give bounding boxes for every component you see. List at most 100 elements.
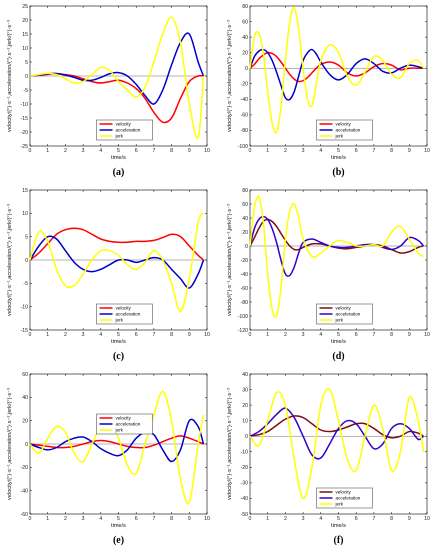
chart-panel-0: 0 1 2 3 4 5 6 7 8 9 10 -25 -20 -15 -10 -5 0 5 10 15 20 25 velo… [7,4,210,178]
legend-box [316,487,373,509]
x-tick-label: 2 [64,332,67,338]
y-tick-label: 15 [22,188,28,194]
x-tick-label: 9 [408,148,411,154]
y-tick-label: 10 [22,46,28,52]
y-tick-label: -15 [21,116,29,122]
x-tick-label: 9 [408,516,411,522]
x-tick-label: 0 [249,332,252,338]
y-tick-label: 20 [242,230,248,236]
x-tick-label: 4 [319,148,322,154]
x-tick-label: 2 [284,332,287,338]
legend-entry-jerk: jerk [115,134,124,139]
series-line-velocity [29,227,204,261]
legend-entry-velocity: velocity [336,122,352,127]
x-tick-label: 4 [99,148,102,154]
y-tick-label: -120 [238,328,248,334]
y-tick-label: -10 [21,304,29,310]
y-tick-label: -40 [21,488,29,494]
legend-entry-jerk: jerk [335,134,344,139]
x-tick-label: 6 [355,332,358,338]
x-tick-label: 3 [302,516,305,522]
series-line-acceleration [249,407,424,460]
x-axis-label: time/s [331,155,346,161]
x-axis-label: time/s [331,339,346,345]
legend-entry-acceleration: acceleration [336,496,361,501]
y-tick-label: 80 [242,188,248,194]
x-tick-label: 6 [135,516,138,522]
y-axis-label: velocity/(°)·s⁻¹,acceleration/(°)·s⁻²,je… [7,204,13,316]
x-tick-label: 5 [117,516,120,522]
y-axis-label: velocity/(°)·s⁻¹,acceleration/(°)·s⁻²,je… [227,20,233,132]
x-tick-label: 6 [355,148,358,154]
y-tick-label: -80 [241,300,249,306]
series-line-velocity [249,218,424,254]
x-tick-label: 4 [99,332,102,338]
x-tick-label: 7 [152,148,155,154]
y-tick-label: -5 [23,281,28,287]
x-tick-label: 8 [170,332,173,338]
y-tick-label: 5 [25,60,28,66]
y-tick-label: 0 [245,244,248,250]
series-line-acceleration [249,48,424,101]
legend-entry-acceleration: acceleration [336,312,361,317]
x-tick-label: 7 [372,516,375,522]
y-tick-label: 10 [242,418,248,424]
x-tick-label: 1 [266,332,269,338]
y-tick-label: -20 [241,82,249,88]
x-tick-label: 10 [424,332,430,338]
series-line-jerk [249,195,424,319]
legend-entry-velocity: velocity [116,416,132,421]
x-tick-label: 2 [284,148,287,154]
x-tick-label: 3 [82,148,85,154]
x-tick-label: 10 [424,148,430,154]
y-tick-label: 25 [22,4,28,10]
y-tick-label: -5 [23,88,28,94]
y-tick-label: -40 [241,97,249,103]
y-axis-label: velocity/(°)·s⁻¹,acceleration/(°)·s⁻²,je… [227,204,233,316]
legend-entry-acceleration: acceleration [116,128,141,133]
x-tick-label: 9 [188,148,191,154]
series-line-acceleration [29,32,205,105]
x-tick-label: 5 [337,516,340,522]
series-line-acceleration [249,215,425,277]
x-tick-label: 5 [337,332,340,338]
x-tick-label: 6 [135,148,138,154]
y-tick-label: -100 [238,144,248,150]
legend-entry-jerk: jerk [335,318,344,323]
x-tick-label: 6 [355,516,358,522]
y-tick-label: 60 [242,202,248,208]
series-line-jerk [249,6,425,134]
x-tick-label: 0 [249,516,252,522]
y-tick-label: 80 [242,4,248,10]
legend-box [316,119,373,141]
y-tick-label: 40 [22,395,28,401]
y-tick-label: -60 [241,286,249,292]
legend-box [316,303,373,325]
x-tick-label: 1 [46,516,49,522]
y-tick-label: 60 [242,19,248,25]
x-tick-label: 1 [46,332,49,338]
x-tick-label: 10 [424,516,430,522]
chart-panel-3: 0 1 2 3 4 5 6 7 8 9 10 -120 -100 -80 -60 -40 -20 0 20 40 60 8… [227,188,430,362]
x-tick-label: 7 [152,332,155,338]
x-tick-label: 9 [188,516,191,522]
y-tick-label: 0 [25,74,28,80]
y-tick-label: 30 [242,387,248,393]
x-tick-label: 2 [64,148,67,154]
series-line-velocity [249,415,424,439]
y-tick-label: -100 [238,314,248,320]
x-tick-label: 3 [82,332,85,338]
x-tick-label: 10 [204,332,210,338]
legend-entry-acceleration: acceleration [116,312,141,317]
panel-label: (b) [332,167,344,178]
y-tick-label: 20 [242,50,248,56]
y-tick-label: 60 [22,372,28,378]
y-tick-label: 15 [22,32,28,38]
x-tick-label: 2 [64,516,67,522]
x-axis-label: time/s [111,155,126,161]
series-line-velocity [29,435,204,449]
